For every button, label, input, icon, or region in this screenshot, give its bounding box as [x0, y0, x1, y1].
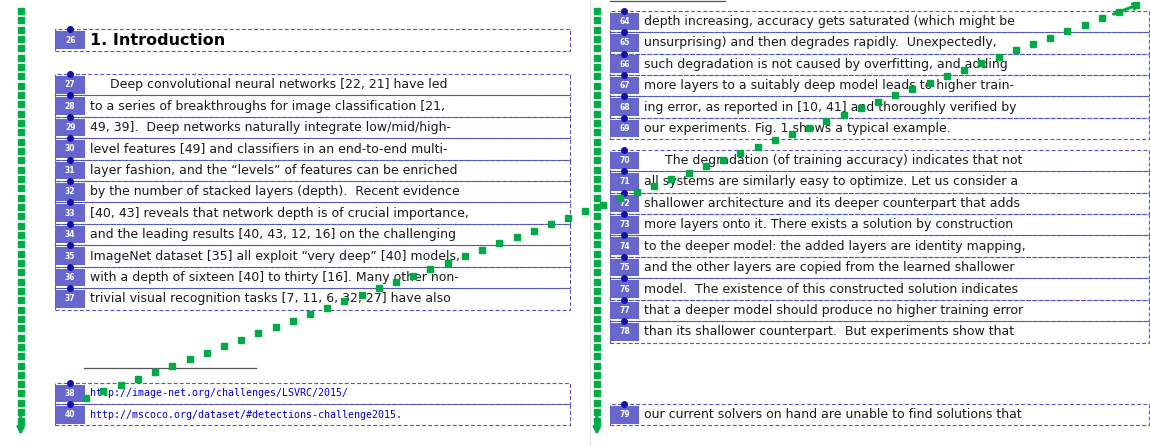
- Text: 40: 40: [64, 410, 76, 419]
- Text: 71: 71: [619, 178, 630, 186]
- Text: ImageNet dataset [35] all exploit “very deep” [40] models,: ImageNet dataset [35] all exploit “very …: [90, 249, 460, 263]
- Text: level features [49] and classifiers in an end-to-end multi-: level features [49] and classifiers in a…: [90, 142, 447, 156]
- Text: 28: 28: [64, 102, 76, 111]
- Text: 79: 79: [619, 410, 630, 419]
- Text: 64: 64: [619, 17, 630, 26]
- FancyBboxPatch shape: [55, 97, 85, 115]
- FancyBboxPatch shape: [610, 77, 639, 95]
- FancyBboxPatch shape: [55, 204, 85, 222]
- Text: 38: 38: [64, 389, 76, 398]
- Text: that a deeper model should produce no higher training error: that a deeper model should produce no hi…: [644, 304, 1024, 317]
- FancyBboxPatch shape: [610, 237, 639, 255]
- FancyBboxPatch shape: [55, 140, 85, 158]
- Text: 37: 37: [64, 294, 76, 303]
- Text: Deep convolutional neural networks [22, 21] have led: Deep convolutional neural networks [22, …: [110, 78, 447, 91]
- Text: by the number of stacked layers (depth).  Recent evidence: by the number of stacked layers (depth).…: [90, 185, 460, 198]
- Text: depth increasing, accuracy gets saturated (which might be: depth increasing, accuracy gets saturate…: [644, 15, 1015, 28]
- FancyBboxPatch shape: [55, 406, 85, 424]
- Text: 76: 76: [619, 285, 630, 293]
- Text: 35: 35: [64, 252, 76, 260]
- Text: 69: 69: [619, 124, 630, 133]
- FancyBboxPatch shape: [55, 268, 85, 286]
- Text: and the other layers are copied from the learned shallower: and the other layers are copied from the…: [644, 261, 1014, 274]
- Text: 26: 26: [64, 36, 76, 45]
- FancyBboxPatch shape: [55, 161, 85, 179]
- FancyBboxPatch shape: [55, 290, 85, 308]
- FancyBboxPatch shape: [55, 247, 85, 265]
- FancyBboxPatch shape: [610, 12, 639, 30]
- Text: to the deeper model: the added layers are identity mapping,: to the deeper model: the added layers ar…: [644, 240, 1026, 253]
- FancyBboxPatch shape: [610, 120, 639, 137]
- FancyBboxPatch shape: [55, 119, 85, 136]
- Text: shallower architecture and its deeper counterpart that adds: shallower architecture and its deeper co…: [644, 197, 1020, 210]
- Text: such degradation is not caused by overfitting, and adding: such degradation is not caused by overfi…: [644, 58, 1007, 71]
- Text: 68: 68: [619, 103, 630, 112]
- Text: http://image-net.org/challenges/LSVRC/2015/: http://image-net.org/challenges/LSVRC/20…: [90, 388, 347, 398]
- Text: model.  The existence of this constructed solution indicates: model. The existence of this constructed…: [644, 282, 1018, 296]
- Text: 36: 36: [64, 273, 76, 282]
- Text: 66: 66: [619, 60, 630, 69]
- FancyBboxPatch shape: [55, 226, 85, 244]
- Text: 30: 30: [64, 145, 76, 153]
- Text: our current solvers on hand are unable to find solutions that: our current solvers on hand are unable t…: [644, 408, 1021, 421]
- Text: [40, 43] reveals that network depth is of crucial importance,: [40, 43] reveals that network depth is o…: [90, 206, 468, 220]
- Text: more layers to a suitably deep model leads to higher train-: more layers to a suitably deep model lea…: [644, 79, 1014, 92]
- Text: more layers onto it. There exists a solution by construction: more layers onto it. There exists a solu…: [644, 218, 1013, 231]
- FancyBboxPatch shape: [610, 406, 639, 424]
- Text: 1. Introduction: 1. Introduction: [90, 33, 225, 48]
- Text: 34: 34: [64, 230, 76, 239]
- FancyBboxPatch shape: [610, 34, 639, 52]
- Text: unsurprising) and then degrades rapidly.  Unexpectedly,: unsurprising) and then degrades rapidly.…: [644, 36, 997, 50]
- Text: to a series of breakthroughs for image classification [21,: to a series of breakthroughs for image c…: [90, 99, 445, 113]
- Text: ing error, as reported in [10, 41] and thoroughly verified by: ing error, as reported in [10, 41] and t…: [644, 100, 1017, 114]
- Text: http://mscoco.org/dataset/#detections-challenge2015.: http://mscoco.org/dataset/#detections-ch…: [90, 410, 401, 420]
- Text: 77: 77: [619, 306, 630, 315]
- Text: 33: 33: [64, 209, 76, 218]
- Text: trivial visual recognition tasks [7, 11, 6, 32, 27] have also: trivial visual recognition tasks [7, 11,…: [90, 292, 451, 306]
- Text: 32: 32: [64, 187, 76, 196]
- FancyBboxPatch shape: [55, 183, 85, 201]
- Text: 73: 73: [619, 220, 630, 229]
- FancyBboxPatch shape: [610, 280, 639, 298]
- Text: 27: 27: [64, 80, 76, 89]
- FancyBboxPatch shape: [55, 31, 85, 49]
- FancyBboxPatch shape: [610, 301, 639, 319]
- Text: layer fashion, and the “levels” of features can be enriched: layer fashion, and the “levels” of featu…: [90, 164, 458, 177]
- Text: The degradation (of training accuracy) indicates that not: The degradation (of training accuracy) i…: [665, 154, 1022, 167]
- FancyBboxPatch shape: [610, 194, 639, 212]
- FancyBboxPatch shape: [610, 152, 639, 169]
- Text: 67: 67: [619, 81, 630, 90]
- FancyBboxPatch shape: [610, 323, 639, 341]
- Text: 72: 72: [619, 199, 630, 208]
- FancyBboxPatch shape: [610, 259, 639, 277]
- Text: 74: 74: [619, 242, 630, 251]
- Text: our experiments. Fig. 1 shows a typical example.: our experiments. Fig. 1 shows a typical …: [644, 122, 951, 135]
- Text: 75: 75: [619, 263, 630, 272]
- FancyBboxPatch shape: [610, 216, 639, 234]
- Text: 78: 78: [619, 327, 630, 336]
- FancyBboxPatch shape: [55, 76, 85, 94]
- Text: 29: 29: [64, 123, 76, 132]
- Text: 65: 65: [619, 38, 630, 47]
- Text: 31: 31: [64, 166, 76, 175]
- Text: 49, 39].  Deep networks naturally integrate low/mid/high-: 49, 39]. Deep networks naturally integra…: [90, 121, 451, 134]
- FancyBboxPatch shape: [610, 98, 639, 116]
- Text: and the leading results [40, 43, 12, 16] on the challenging: and the leading results [40, 43, 12, 16]…: [90, 228, 455, 241]
- FancyBboxPatch shape: [610, 173, 639, 191]
- Text: than its shallower counterpart.  But experiments show that: than its shallower counterpart. But expe…: [644, 325, 1014, 339]
- Text: 70: 70: [619, 156, 630, 165]
- FancyBboxPatch shape: [610, 55, 639, 73]
- Text: all systems are similarly easy to optimize. Let us consider a: all systems are similarly easy to optimi…: [644, 175, 1018, 189]
- Text: with a depth of sixteen [40] to thirty [16]. Many other non-: with a depth of sixteen [40] to thirty […: [90, 271, 459, 284]
- FancyBboxPatch shape: [55, 384, 85, 402]
